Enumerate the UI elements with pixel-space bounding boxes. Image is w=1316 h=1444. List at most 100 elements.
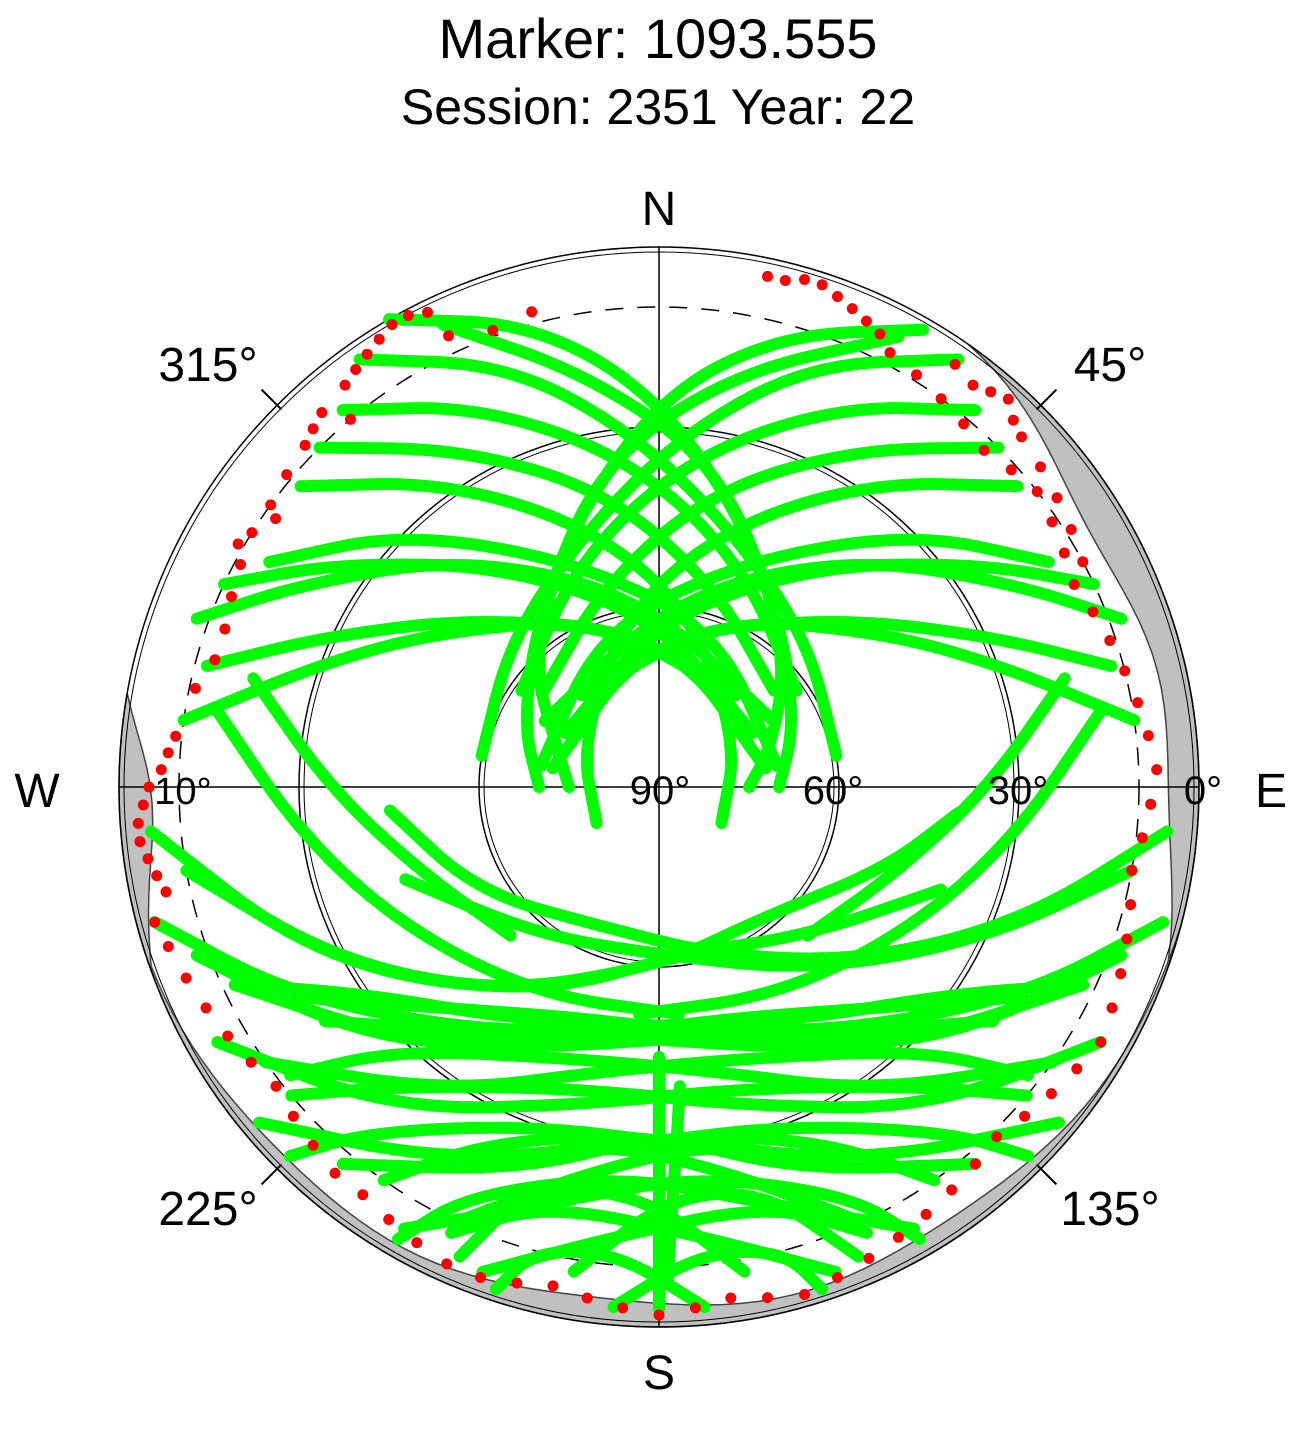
azimuth-label-315: 315°	[158, 339, 257, 392]
flagged-point-35	[287, 1110, 299, 1122]
elevation-label-4: 10°	[154, 771, 211, 813]
flagged-point-6	[339, 379, 351, 391]
flagged-point-16	[209, 654, 221, 666]
flagged-point-80	[1005, 464, 1017, 476]
chart-title: Marker: 1093.555	[438, 7, 878, 70]
satellite-track-52	[247, 672, 517, 942]
satellite-track-22	[384, 804, 1174, 965]
flagged-point-0	[386, 319, 398, 330]
azimuth-label-135: 135°	[1060, 1183, 1159, 1236]
flagged-point-27	[160, 886, 172, 898]
satellite-track-14	[515, 402, 982, 697]
flagged-point-7	[316, 407, 328, 418]
elevation-label-2: 60°	[803, 769, 864, 813]
flagged-point-30	[180, 972, 192, 984]
satellite-track-46	[450, 1142, 843, 1228]
flagged-point-39	[383, 1214, 395, 1225]
flagged-point-67	[1126, 864, 1138, 876]
satellite-track-10	[177, 617, 743, 727]
satellite-track-19	[538, 558, 1128, 727]
chart-subtitle: Session: 2351 Year: 22	[400, 79, 916, 135]
flagged-point-70	[1151, 764, 1163, 776]
azimuth-label-225: 225°	[158, 1183, 257, 1236]
flagged-point-8	[307, 423, 319, 435]
flagged-point-75	[1087, 606, 1099, 618]
flagged-point-51	[799, 1289, 810, 1300]
satellite-track-21	[575, 617, 1141, 727]
satellite-track-49	[607, 1245, 829, 1313]
flagged-point-77	[1058, 547, 1070, 559]
satellite-track-41	[211, 1036, 1033, 1114]
flagged-point-15	[219, 623, 231, 635]
flagged-point-52	[832, 1272, 843, 1283]
satellite-track-55	[661, 1080, 686, 1285]
flagged-point-66	[1125, 899, 1137, 911]
satellite-track-15	[538, 441, 1005, 697]
flagged-point-79	[1031, 486, 1043, 497]
flagged-point-98	[1007, 414, 1019, 426]
flagged-point-17	[189, 682, 201, 694]
flagged-point-104	[526, 306, 538, 318]
flagged-point-86	[874, 328, 886, 340]
satellite-track-40	[228, 978, 1029, 1048]
elevation-label-3: 90°	[630, 769, 691, 813]
flagged-point-74	[1104, 635, 1116, 646]
flagged-point-4	[361, 348, 373, 360]
compass-label-s: S	[643, 1347, 675, 1400]
flagged-point-68	[1136, 832, 1148, 844]
flagged-point-84	[911, 369, 922, 381]
flagged-point-12	[246, 527, 258, 539]
flagged-point-28	[149, 916, 161, 928]
flagged-point-56	[946, 1184, 958, 1196]
satellite-track-8	[190, 558, 780, 727]
flagged-point-92	[779, 275, 791, 286]
flagged-point-83	[935, 393, 947, 405]
flagged-point-55	[920, 1208, 932, 1220]
flagged-point-5	[350, 364, 362, 375]
satellite-track-42	[259, 1046, 1034, 1092]
flagged-point-88	[846, 303, 858, 315]
satellite-track-47	[476, 1205, 873, 1278]
azimuth-tick-315	[260, 388, 283, 411]
axis-labels: N E S W 45° 135° 225° 315° 0° 30° 60° 90° 10°	[14, 183, 1287, 1400]
flagged-point-97	[1002, 393, 1014, 405]
flagged-point-13	[235, 559, 246, 570]
flagged-point-85	[884, 347, 896, 359]
flagged-point-36	[307, 1139, 319, 1151]
flagged-point-31	[200, 1002, 212, 1014]
flagged-point-34	[270, 1080, 282, 1092]
flagged-point-10	[281, 469, 293, 481]
satellite-track-28	[284, 1046, 1059, 1092]
flagged-point-96	[985, 386, 997, 398]
satellite-track-23	[399, 864, 1138, 972]
flagged-point-95	[967, 379, 979, 391]
flagged-point-60	[1045, 1088, 1057, 1100]
flagged-point-38	[357, 1189, 369, 1201]
flagged-point-69	[1145, 798, 1157, 810]
satellite-track-50	[209, 702, 685, 1021]
flagged-point-81	[978, 444, 990, 456]
flagged-point-22	[137, 799, 149, 811]
flagged-point-65	[1121, 933, 1133, 945]
flagged-point-33	[245, 1056, 257, 1068]
flagged-observations	[132, 270, 1163, 1321]
flagged-point-59	[1019, 1110, 1031, 1122]
flagged-point-50	[762, 1292, 773, 1304]
flagged-point-32	[222, 1030, 234, 1042]
flagged-point-25	[142, 853, 154, 865]
flagged-point-106	[443, 330, 454, 342]
flagged-point-57	[969, 1158, 981, 1170]
flagged-point-109	[232, 538, 244, 550]
flagged-point-100	[1035, 461, 1046, 473]
flagged-point-43	[511, 1277, 523, 1289]
flagged-point-49	[725, 1292, 737, 1304]
flagged-point-3	[373, 333, 385, 345]
flagged-point-9	[299, 439, 311, 451]
flagged-point-19	[162, 747, 174, 759]
flagged-point-58	[991, 1131, 1003, 1143]
flagged-point-11	[265, 499, 277, 511]
flagged-point-20	[155, 764, 167, 776]
satellite-track-53	[801, 672, 1071, 942]
flagged-point-23	[132, 817, 144, 829]
